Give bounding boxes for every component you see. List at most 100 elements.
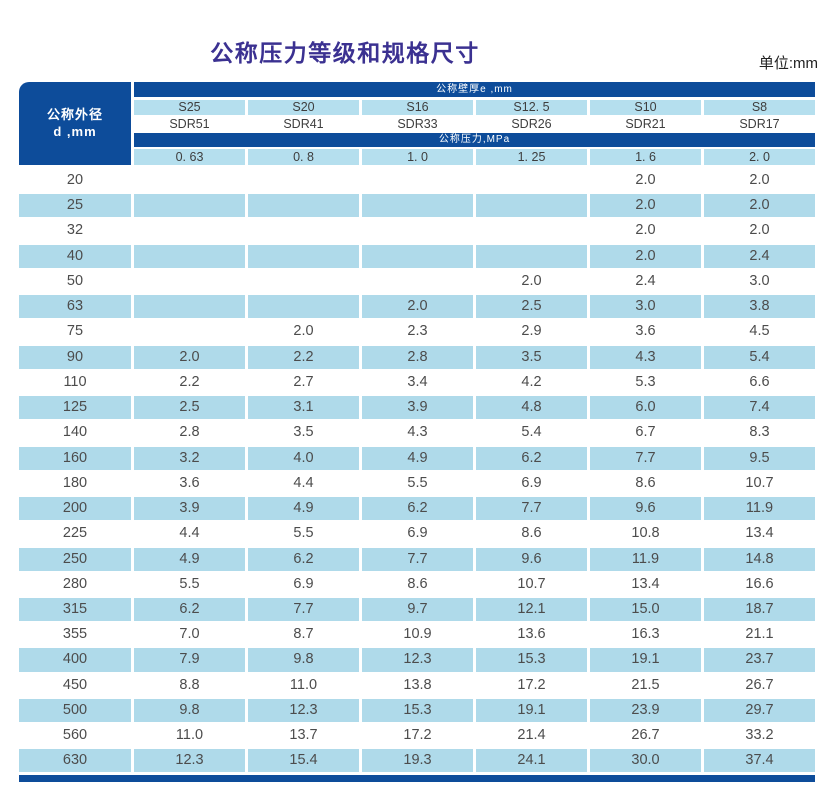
thickness-value-cell: 8.6 (635, 474, 656, 491)
thickness-value-cell: 2.0 (635, 172, 656, 188)
thickness-value-cell: 5.4 (521, 424, 542, 441)
thickness-value-cell: 8.6 (407, 575, 428, 592)
series-header: S10 (590, 100, 701, 115)
thickness-value-cell: 5.5 (407, 474, 428, 491)
thickness-value-cell: 2.2 (248, 345, 359, 369)
page-title: 公称压力等级和规格尺寸 (210, 40, 480, 66)
diameter-cell: 90 (19, 345, 131, 369)
thickness-value-cell: 6.7 (635, 424, 656, 441)
thickness-value-cell: 2.0 (521, 272, 542, 289)
thickness-value-cell: 7.9 (134, 648, 245, 672)
thickness-value-cell: 2.0 (704, 194, 815, 218)
diameter-cell: 25 (19, 194, 131, 218)
thickness-value-cell: 2.4 (704, 244, 815, 268)
thickness-value-cell: 18.7 (704, 597, 815, 622)
thickness-value-cell: 7.7 (590, 446, 701, 470)
thickness-value-cell: 4.3 (590, 345, 701, 369)
series-header: S20 (248, 100, 359, 115)
sdr-header: SDR33 (397, 117, 438, 131)
thickness-value-cell: 21.5 (631, 676, 660, 693)
thickness-value-cell: 15.0 (590, 597, 701, 622)
thickness-value-cell (134, 295, 245, 319)
table-row: 280 5.5 6.9 8.6 10.7 13.4 16.6 (19, 573, 815, 596)
thickness-value-cell (476, 169, 587, 192)
series-header: S16 (362, 100, 473, 115)
table-row: 400 7.9 9.8 12.3 15.3 19.1 23.7 (19, 648, 815, 672)
wall-thickness-band: 公称壁厚e ,mm (134, 82, 815, 97)
table-bottom-bar (19, 774, 815, 782)
unit-label: 单位:mm (758, 55, 818, 72)
thickness-value-cell (362, 219, 473, 242)
thickness-value-cell: 6.2 (476, 446, 587, 470)
thickness-value-cell: 26.7 (745, 676, 774, 693)
thickness-value-cell: 7.4 (704, 396, 815, 420)
table-header: 公称外径 d ,mm 公称壁厚e ,mm S25 S20 S16 S12. 5 … (19, 82, 815, 165)
corner-header-line2: d ,mm (53, 123, 97, 139)
thickness-value-cell (362, 244, 473, 268)
pressure-header: 2. 0 (704, 149, 815, 165)
thickness-value-cell: 3.9 (362, 396, 473, 420)
thickness-value-cell: 14.8 (704, 547, 815, 571)
thickness-value-cell: 10.7 (745, 474, 774, 491)
series-header: S25 (134, 100, 245, 115)
table-row: 40 2.0 2.4 (19, 244, 815, 268)
thickness-value-cell: 11.0 (289, 676, 318, 693)
diameter-cell: 630 (19, 749, 131, 773)
thickness-value-cell: 12.3 (362, 648, 473, 672)
table-row: 140 2.8 3.5 4.3 5.4 6.7 8.3 (19, 421, 815, 444)
corner-header-cell: 公称外径 d ,mm (19, 82, 131, 165)
thickness-value-cell: 16.6 (745, 575, 774, 592)
thickness-value-cell: 15.3 (362, 698, 473, 722)
table-row: 315 6.2 7.7 9.7 12.1 15.0 18.7 (19, 597, 815, 622)
table-row: 630 12.3 15.4 19.3 24.1 30.0 37.4 (19, 749, 815, 773)
thickness-value-cell: 5.4 (704, 345, 815, 369)
thickness-value-cell: 2.0 (293, 323, 314, 340)
sdr-header: SDR21 (625, 117, 666, 131)
thickness-value-cell: 4.9 (134, 547, 245, 571)
thickness-value-cell: 2.0 (590, 244, 701, 268)
thickness-value-cell: 13.7 (289, 727, 318, 744)
table-row: 225 4.4 5.5 6.9 8.6 10.8 13.4 (19, 522, 815, 545)
spec-table: 公称外径 d ,mm 公称壁厚e ,mm S25 S20 S16 S12. 5 … (19, 82, 815, 782)
thickness-value-cell: 3.0 (590, 295, 701, 319)
diameter-cell: 315 (19, 597, 131, 622)
diameter-cell: 400 (19, 648, 131, 672)
diameter-cell: 355 (62, 626, 88, 643)
table-row: 560 11.0 13.7 17.2 21.4 26.7 33.2 (19, 724, 815, 747)
table-row: 50 2.0 2.4 3.0 (19, 270, 815, 293)
thickness-value-cell: 8.8 (179, 676, 200, 693)
thickness-value-cell (362, 194, 473, 218)
thickness-value-cell: 6.9 (521, 474, 542, 491)
diameter-cell: 140 (62, 424, 88, 441)
table-row: 63 2.0 2.5 3.0 3.8 (19, 295, 815, 319)
thickness-value-cell: 23.7 (704, 648, 815, 672)
thickness-value-cell: 7.7 (248, 597, 359, 622)
thickness-value-cell: 9.8 (248, 648, 359, 672)
thickness-value-cell: 4.4 (179, 525, 200, 542)
thickness-value-cell: 6.0 (590, 396, 701, 420)
diameter-cell: 180 (62, 474, 88, 491)
thickness-value-cell: 2.9 (521, 323, 542, 340)
diameter-cell: 110 (63, 373, 87, 390)
thickness-value-cell: 2.5 (134, 396, 245, 420)
thickness-value-cell: 2.8 (362, 345, 473, 369)
thickness-value-cell (134, 219, 245, 242)
thickness-value-cell: 6.2 (248, 547, 359, 571)
thickness-value-cell: 2.4 (635, 272, 656, 289)
thickness-value-cell (248, 194, 359, 218)
thickness-value-cell: 19.1 (590, 648, 701, 672)
sdr-row: SDR51 SDR41 SDR33 SDR26 SDR21 SDR17 (134, 115, 815, 133)
thickness-value-cell: 4.5 (749, 323, 770, 340)
pressure-header: 0. 63 (134, 149, 245, 165)
corner-header-line1: 公称外径 (46, 106, 103, 122)
table-row: 90 2.0 2.2 2.8 3.5 4.3 5.4 (19, 345, 815, 369)
sdr-header: SDR51 (169, 117, 210, 131)
thickness-value-cell: 2.3 (407, 323, 428, 340)
table-row: 125 2.5 3.1 3.9 4.8 6.0 7.4 (19, 396, 815, 420)
diameter-cell: 560 (62, 727, 88, 744)
thickness-value-cell: 3.1 (248, 396, 359, 420)
series-header: S8 (704, 100, 815, 115)
thickness-value-cell: 3.8 (704, 295, 815, 319)
table-row: 20 2.0 2.0 (19, 169, 815, 192)
